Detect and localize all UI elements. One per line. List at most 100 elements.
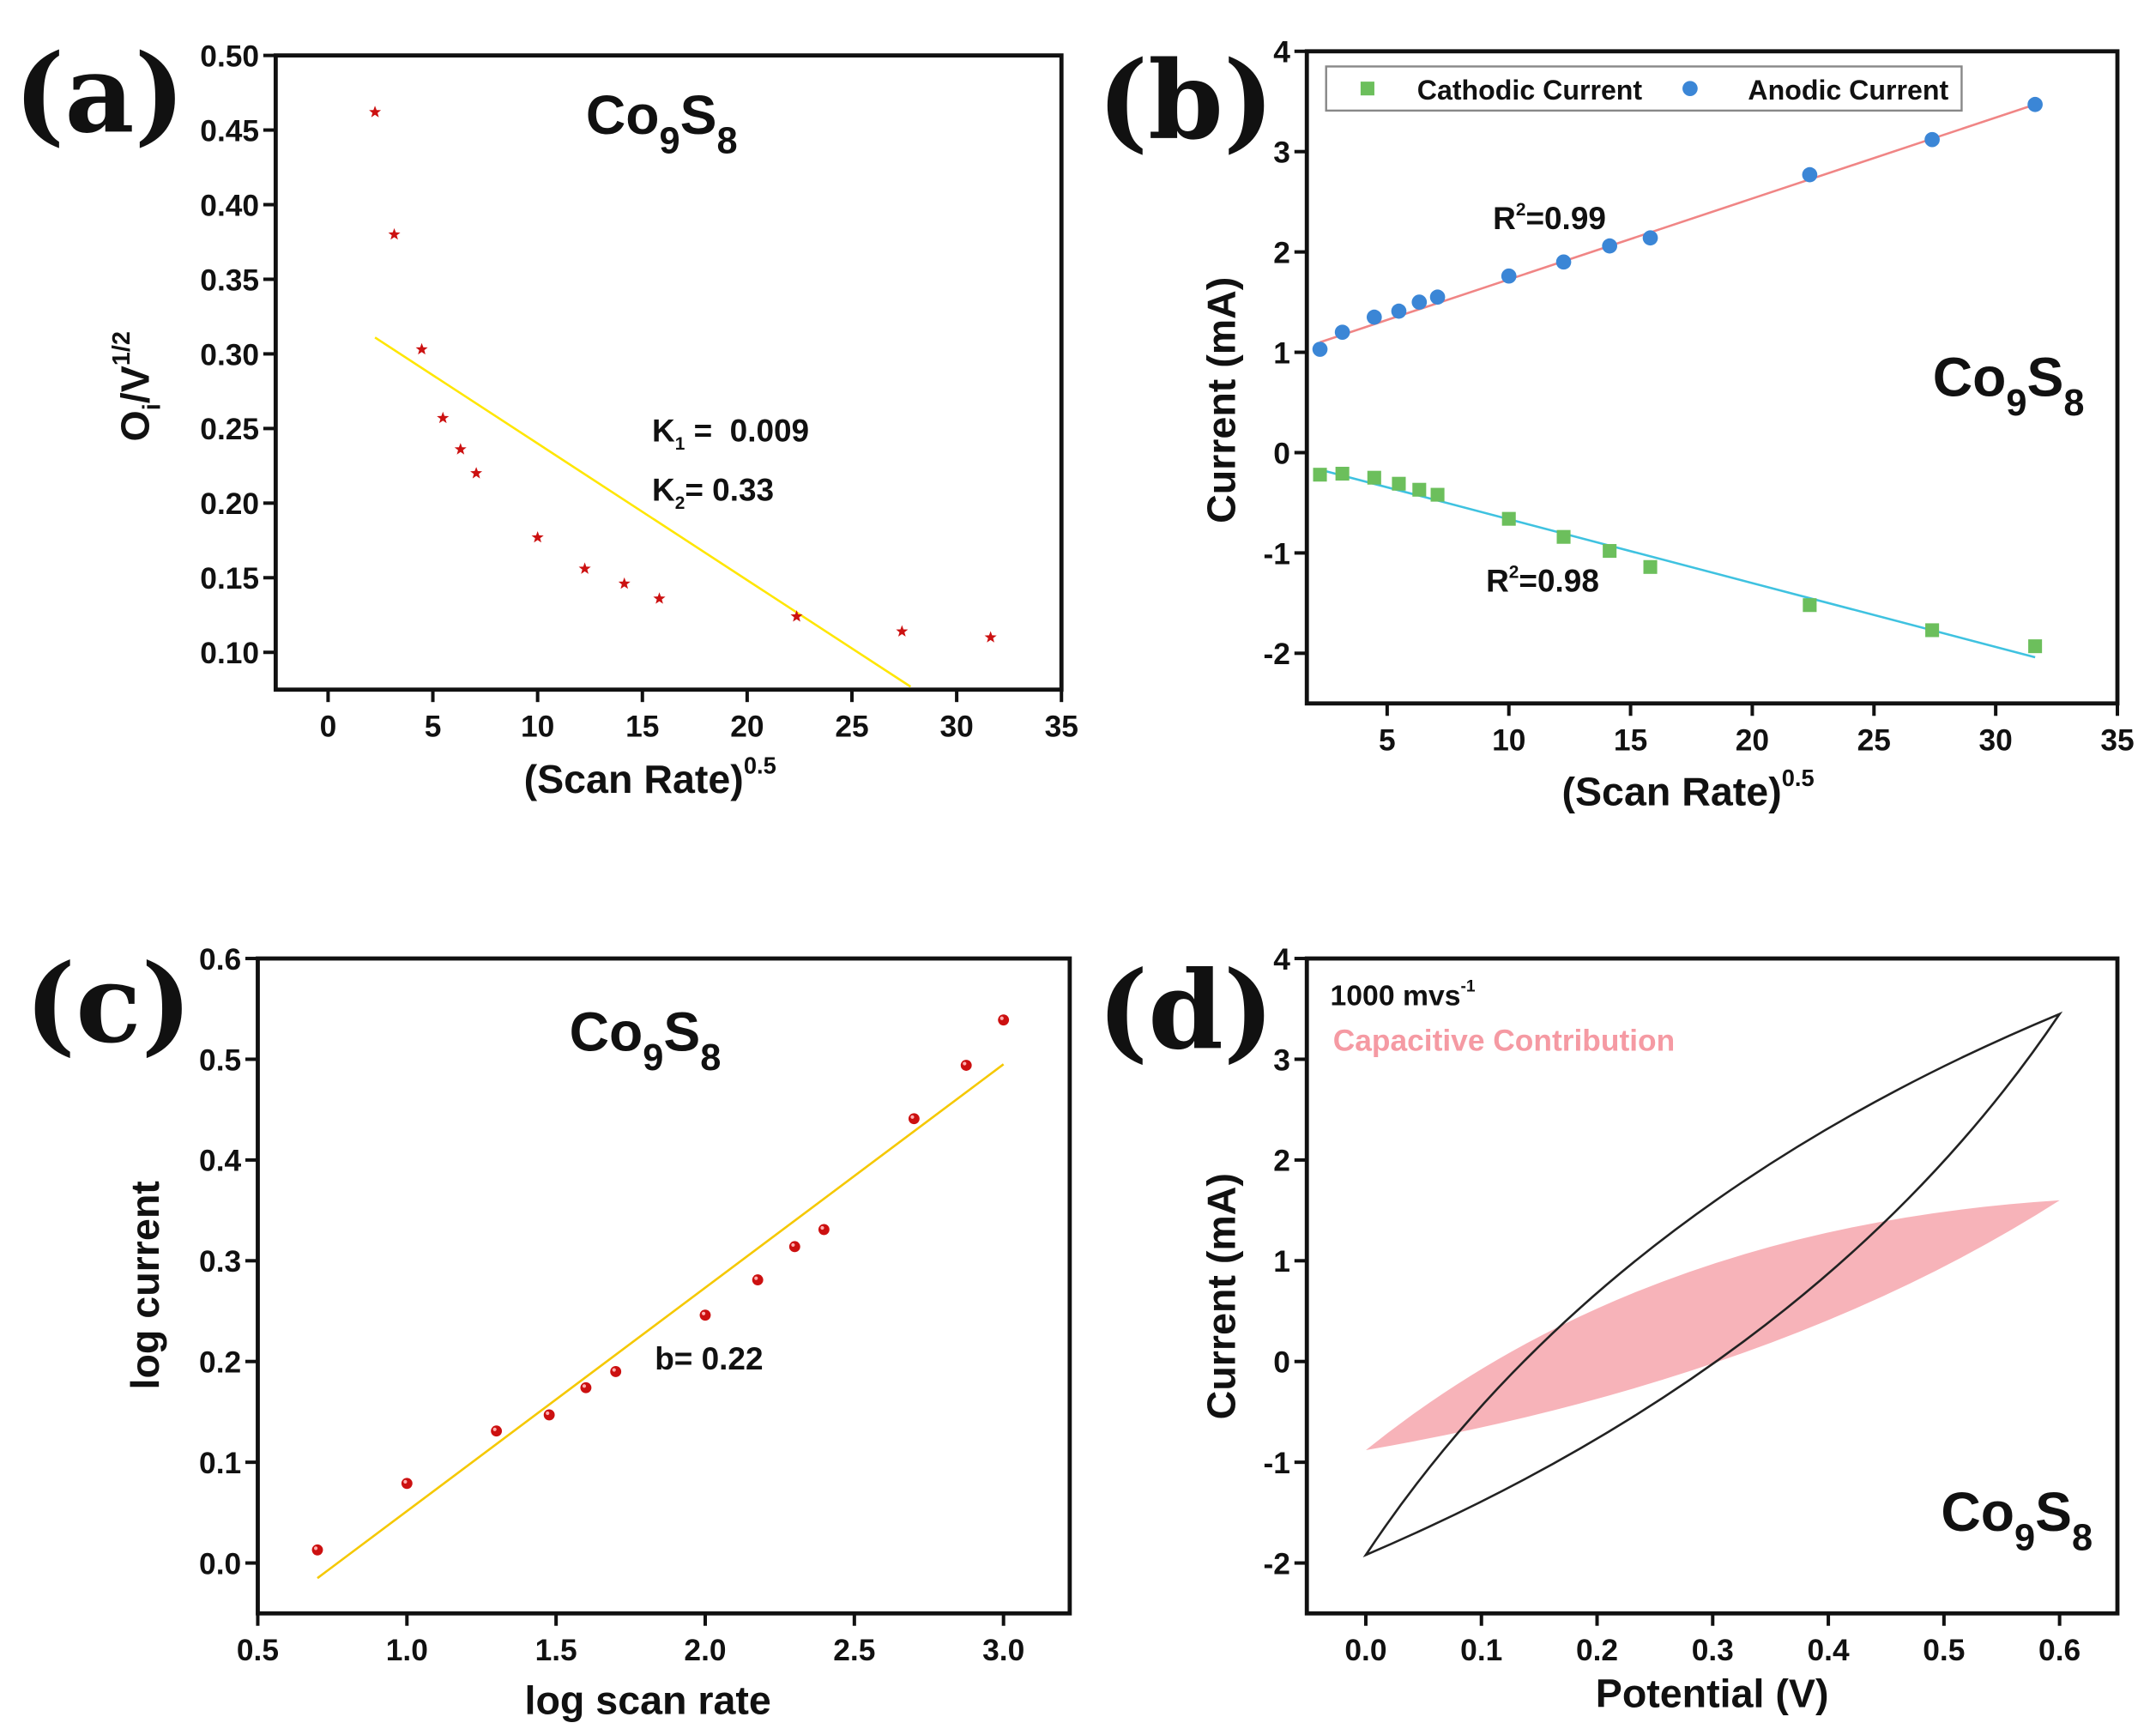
data-point-cathodic — [1803, 598, 1817, 613]
y-tick-label-a: 0.40 — [200, 189, 259, 222]
r2-anodic: R2=0.99 — [1493, 200, 1606, 236]
x-tick-label-c: 1.5 — [535, 1634, 577, 1667]
data-point-anodic — [1312, 342, 1328, 357]
x-tick-label-a: 0 — [320, 710, 337, 743]
x-axis-label-c: log scan rate — [525, 1678, 771, 1723]
data-point-highlight — [754, 1276, 758, 1280]
y-tick-label-d: -1 — [1264, 1447, 1290, 1480]
data-point-anodic — [1334, 324, 1350, 341]
data-point-anodic — [1366, 309, 1382, 325]
y-tick-label-b: -1 — [1264, 537, 1290, 571]
data-point-sphere — [998, 1014, 1010, 1026]
x-tick-label-d: 0.1 — [1460, 1634, 1502, 1667]
data-point-highlight — [403, 1479, 408, 1484]
data-point-highlight — [492, 1427, 497, 1431]
data-point-cathodic — [1412, 482, 1427, 497]
y-tick-label-c: 0.4 — [199, 1145, 241, 1178]
y-tick-label-b: 2 — [1273, 236, 1290, 269]
y-tick-label-b: -2 — [1264, 638, 1290, 671]
data-point-star — [531, 530, 544, 543]
data-point-cathodic — [1925, 623, 1940, 638]
y-tick-label-d: 1 — [1273, 1245, 1290, 1279]
data-point-sphere — [610, 1366, 622, 1377]
x-tick-label-a: 10 — [521, 710, 554, 743]
x-tick-label-b: 10 — [1492, 723, 1525, 757]
x-tick-label-b: 35 — [2100, 723, 2134, 757]
formula-c: Co9S8 — [570, 1001, 722, 1079]
data-point-highlight — [582, 1384, 587, 1388]
y-tick-label-a: 0.45 — [200, 114, 259, 148]
data-point-anodic — [1802, 166, 1818, 183]
y-tick-label-d: 4 — [1273, 943, 1290, 976]
y-tick-label-d: 3 — [1273, 1043, 1290, 1077]
x-axis-label-d: Potential (V) — [1596, 1672, 1829, 1716]
fit-line-a — [374, 336, 912, 688]
x-tick-label-c: 2.5 — [833, 1634, 875, 1667]
data-point-star — [984, 631, 997, 643]
data-point-anodic — [2027, 96, 2043, 112]
y-tick-label-a: 0.50 — [200, 39, 259, 73]
data-point-sphere — [311, 1544, 323, 1556]
data-point-sphere — [752, 1274, 764, 1286]
data-point-star — [470, 467, 483, 479]
data-point-highlight — [546, 1411, 550, 1416]
x-tick-label-b: 30 — [1979, 723, 2013, 757]
data-point-anodic — [1555, 254, 1572, 270]
data-point-cathodic — [1430, 487, 1445, 502]
fit-line-c — [317, 1063, 1005, 1580]
data-point-cathodic — [1501, 511, 1516, 526]
data-point-cathodic — [1335, 467, 1350, 481]
x-tick-label-b: 5 — [1379, 723, 1396, 757]
data-point-cathodic — [1313, 468, 1327, 482]
data-point-star — [454, 443, 467, 455]
y-tick-label-d: -2 — [1264, 1547, 1290, 1581]
y-tick-label-a: 0.20 — [200, 487, 259, 521]
data-point-star — [896, 625, 909, 637]
data-point-sphere — [491, 1425, 503, 1437]
data-point-highlight — [999, 1016, 1004, 1020]
legend-marker-anodic — [1682, 81, 1698, 97]
x-tick-label-c: 3.0 — [982, 1634, 1024, 1667]
data-point-anodic — [1429, 289, 1446, 305]
data-point-star — [437, 411, 450, 424]
x-tick-label-b: 15 — [1614, 723, 1647, 757]
panel-label-b: (b) — [1097, 37, 1274, 164]
data-point-star — [415, 342, 428, 355]
data-point-star — [653, 592, 666, 604]
panel-label-c: (c) — [25, 940, 192, 1067]
x-tick-label-a: 30 — [939, 710, 973, 743]
legend-marker-cathodic — [1360, 82, 1374, 96]
y-axis-label-c: log current — [123, 1181, 167, 1389]
y-axis-label-d: Current (mA) — [1199, 1173, 1244, 1419]
b-value-annotation: b= 0.22 — [655, 1341, 763, 1376]
data-point-anodic — [1501, 268, 1517, 284]
x-tick-label-a: 20 — [730, 710, 764, 743]
data-point-sphere — [818, 1224, 830, 1236]
plot-frame-a — [273, 53, 1064, 692]
data-point-highlight — [820, 1225, 824, 1230]
y-tick-label-c: 0.6 — [199, 943, 241, 976]
data-point-cathodic — [2028, 639, 2043, 654]
chart-marks: 0 5 10 15 20 25 30 350.100.150.200.250.300.350.… — [199, 36, 2135, 1667]
data-point-cathodic — [1556, 529, 1571, 544]
y-axis-label-b: Current (mA) — [1199, 277, 1244, 523]
y-tick-label-b: 1 — [1273, 336, 1290, 370]
capacitive-region — [1365, 1200, 2060, 1451]
y-tick-label-a: 0.35 — [200, 263, 259, 297]
y-tick-label-c: 0.0 — [199, 1547, 241, 1581]
data-point-anodic — [1602, 238, 1618, 254]
y-tick-label-d: 2 — [1273, 1145, 1290, 1178]
y-tick-label-b: 4 — [1273, 36, 1290, 70]
y-tick-label-c: 0.3 — [199, 1245, 241, 1279]
y-tick-label-d: 0 — [1273, 1346, 1290, 1380]
y-tick-label-c: 0.5 — [199, 1043, 241, 1077]
y-tick-label-a: 0.25 — [200, 413, 259, 446]
x-tick-label-a: 35 — [1045, 710, 1078, 743]
y-tick-label-a: 0.10 — [200, 637, 259, 670]
panel-label-d: (d) — [1097, 946, 1274, 1073]
x-tick-label-d: 0.6 — [2038, 1634, 2081, 1667]
data-point-anodic — [1391, 303, 1407, 319]
k2-annotation: K2= 0.33 — [652, 473, 774, 514]
data-point-star — [790, 610, 803, 622]
scan-rate-label: 1000 mvs-1 — [1331, 978, 1476, 1013]
